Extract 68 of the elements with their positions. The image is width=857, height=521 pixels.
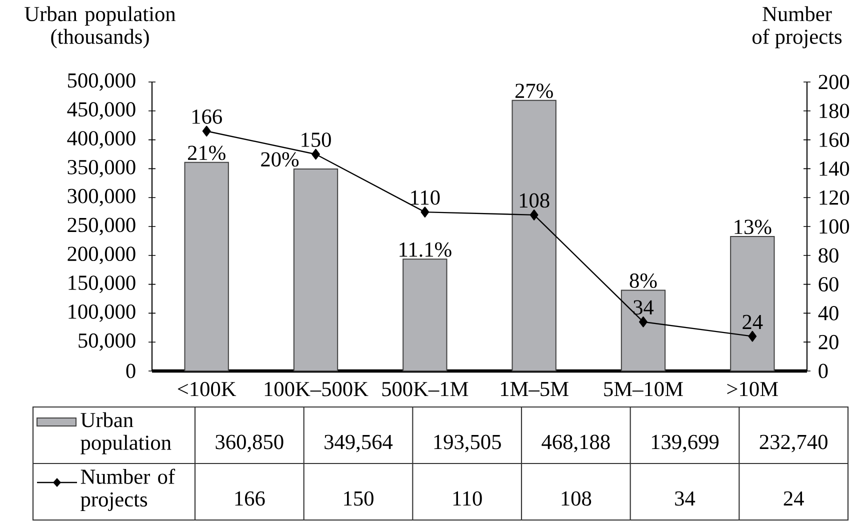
- y-tick-label: 350,000: [68, 160, 136, 178]
- data-label: 108: [562, 491, 592, 506]
- y2-tick-label: 140: [820, 162, 850, 176]
- data-label: 468,188: [542, 434, 610, 452]
- text: 24: [742, 314, 763, 330]
- point: [639, 316, 648, 328]
- point: [420, 206, 430, 218]
- annotation: 21%: [188, 146, 226, 160]
- annotation: 27%: [515, 84, 553, 98]
- bar: [512, 100, 556, 372]
- data-label: 110: [453, 491, 482, 506]
- y2-axis-title: Number of projects: [752, 6, 842, 48]
- y-tick-label: 200,000: [68, 246, 136, 264]
- data-label: 150: [344, 491, 374, 506]
- point: [312, 148, 320, 160]
- bar: [184, 162, 229, 372]
- text: 166: [192, 110, 222, 124]
- y-tick-label: 450,000: [67, 102, 136, 120]
- bar: [293, 168, 338, 372]
- x-tick-label: <100K: [178, 382, 236, 396]
- text: 110: [411, 190, 440, 205]
- point: [748, 330, 757, 342]
- y2-tick-label: 0: [818, 364, 828, 378]
- x-tick-label: >10M: [727, 382, 778, 396]
- text: 108: [520, 193, 550, 208]
- legend-label: Urban population: [80, 412, 172, 454]
- data-label: 34: [675, 491, 696, 506]
- y-tick-label: 150,000: [68, 276, 136, 294]
- annotation: 11.1%: [400, 242, 452, 257]
- x-tick-label: 5M–10M: [604, 382, 683, 396]
- y2-tick-label: 180: [820, 104, 850, 118]
- y-axis-title: Urban population (thousands): [24, 6, 176, 48]
- x-tick-label: 500K–1M: [382, 382, 468, 396]
- legend-label: Number of projects: [80, 468, 176, 511]
- y2-tick-label: 160: [820, 132, 850, 147]
- x-tick-label: 1M–5M: [500, 382, 568, 396]
- annotation: 13%: [734, 220, 772, 234]
- text: 150: [302, 132, 331, 147]
- y-tick-label: 50,000: [78, 333, 136, 351]
- y2-tick-label: 120: [820, 190, 850, 205]
- y-tick-label: 250,000: [68, 218, 136, 236]
- y-tick-label: 100,000: [68, 304, 136, 322]
- x-tick-label: 100K–500K: [264, 382, 368, 396]
- data-label: 139,699: [652, 434, 719, 452]
- y2-tick-label: 80: [818, 248, 838, 263]
- data-label: 24: [784, 491, 804, 506]
- data-label: 193,505: [434, 434, 501, 452]
- annotation: 8%: [630, 274, 657, 288]
- y2-tick-label: 60: [818, 277, 838, 292]
- y2-tick-label: 40: [818, 306, 838, 320]
- data-label: 349,564: [324, 434, 393, 452]
- y-tick-label: 500,000: [68, 73, 136, 91]
- bar: [730, 236, 775, 372]
- y-tick-label: 400,000: [67, 131, 136, 149]
- bar: [402, 258, 448, 372]
- y2-tick-label: 200: [818, 74, 850, 90]
- y2-tick-label: 100: [820, 219, 850, 234]
- data-label: 360,850: [216, 434, 284, 452]
- y-tick-label: 300,000: [68, 188, 136, 206]
- point: [202, 126, 211, 137]
- data-label: 166: [235, 491, 265, 506]
- point: [530, 210, 538, 220]
- data-label: 232,740: [760, 434, 828, 452]
- text: 34: [634, 300, 654, 315]
- annotation: 20%: [261, 152, 299, 167]
- y2-tick-label: 20: [818, 334, 838, 350]
- bar: [620, 290, 666, 372]
- y-tick-label: 0: [126, 364, 136, 378]
